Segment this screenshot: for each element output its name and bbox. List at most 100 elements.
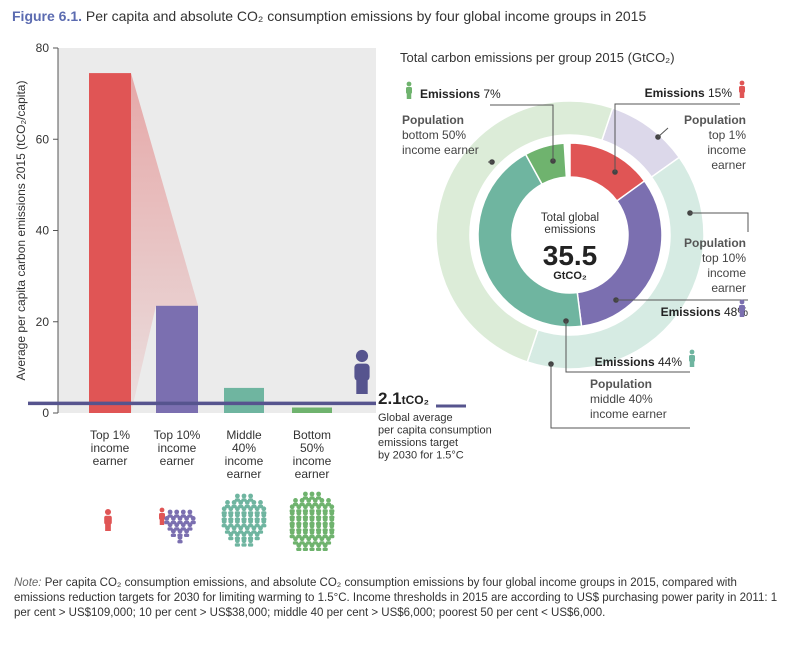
category-label-line: earner — [160, 454, 195, 468]
middle40-crowd-icon-person — [254, 512, 260, 518]
middle40-crowd-icon-person — [228, 524, 234, 528]
bottom50-crowd-icon-person — [312, 536, 318, 542]
emissions-person-icon-top1-body — [739, 86, 745, 93]
bottom50-crowd-icon-person — [316, 504, 321, 510]
top10-crowd-icon-person — [180, 527, 186, 531]
middle40-crowd-icon-person — [244, 530, 250, 534]
category-label-line: earner — [295, 467, 330, 481]
top10-crowd-icon-person — [187, 527, 193, 531]
emissions-person-icon-bottom50-legs — [406, 93, 412, 99]
bottom50-crowd-icon-person — [303, 530, 308, 535]
callout-line-population-middle40 — [550, 364, 690, 429]
bottom50-crowd-icon-person — [312, 502, 318, 507]
category-label-line: earner — [227, 467, 262, 481]
middle40-crowd-icon-person — [231, 530, 237, 534]
bottom50-crowd-icon-person — [326, 498, 331, 503]
bottom50-crowd-icon-person — [292, 541, 299, 545]
bottom50-crowd-icon-person — [319, 536, 325, 542]
middle40-crowd-icon-person — [248, 512, 254, 518]
bottom50-crowd-icon-person — [302, 534, 308, 539]
top10-crowd-icon-person — [184, 528, 190, 534]
middle40-crowd-icon-person — [228, 532, 234, 537]
middle40-crowd-icon-person — [251, 504, 257, 509]
middle40-crowd-icon-person — [244, 525, 250, 531]
middle40-crowd-icon-person — [228, 506, 234, 512]
category-label-line: income — [293, 454, 332, 468]
bottom50-crowd-icon-person — [329, 504, 335, 510]
category-label-line: 50% — [300, 441, 324, 455]
top10-crowd-icon-person — [174, 522, 180, 528]
bottom50-crowd-icon-person — [329, 530, 335, 535]
middle40-crowd-icon-person — [254, 519, 260, 524]
figure-title-text: Per capita and absolute CO₂ consumption … — [85, 8, 647, 24]
emissions-person-icon-top1 — [739, 80, 745, 98]
middle40-crowd-icon-person — [234, 543, 240, 547]
population-label-top1: top 1% — [709, 128, 747, 142]
top10-crowd-icon-person — [180, 522, 186, 528]
middle40-crowd-icon-person — [228, 519, 234, 524]
middle40-crowd-icon-person — [225, 500, 230, 505]
callout-line-emissions-bottom50 — [490, 104, 554, 161]
bottom50-crowd-icon-person — [299, 536, 305, 542]
top10-crowd-icon-person — [167, 509, 173, 515]
bottom50-crowd-icon-person — [296, 547, 302, 551]
middle40-crowd-icon-person — [248, 538, 254, 544]
callout-line-population-top1 — [657, 127, 669, 138]
bottom50-crowd-icon-person — [322, 534, 328, 539]
emissions-label-top1: Emissions 15% — [645, 86, 733, 100]
donut-center-label: emissions — [544, 224, 595, 236]
top10-crowd-icon-person — [174, 514, 180, 518]
bar-wedge-highlight — [131, 73, 198, 413]
bottom50-crowd-icon-person — [296, 530, 302, 535]
emissions-person-icon-top10-body — [739, 305, 745, 312]
bottom50-crowd-icon-person — [309, 517, 315, 522]
middle40-crowd-icon-person — [238, 525, 244, 531]
top10-crowd-icon-person — [187, 509, 193, 515]
top10-crowd-icon-person — [174, 527, 180, 531]
target-person-icon — [354, 349, 370, 394]
bottom50-crowd-icon-person — [329, 523, 335, 529]
bottom50-crowd-icon-person — [329, 510, 335, 516]
top10-crowd-icon-person — [167, 527, 173, 531]
middle40-crowd-icon-person — [258, 525, 263, 531]
emissions-value-middle40: 44% — [658, 355, 682, 369]
bottom50-crowd-icon-person — [329, 534, 335, 539]
top1-person-icon-head — [104, 508, 112, 516]
top10-person-icon — [159, 507, 165, 525]
middle40-crowd-icon-person — [248, 543, 254, 547]
bottom50-crowd-icon-person — [309, 510, 315, 516]
population-label-top1: earner — [711, 158, 746, 172]
bottom50-crowd-icon-person — [289, 517, 295, 522]
emissions-person-icon-bottom50-head — [406, 81, 412, 87]
figure-title: Figure 6.1. Per capita and absolute CO₂ … — [12, 8, 646, 24]
emissions-person-icon-middle40-legs — [689, 361, 695, 367]
bottom50-crowd-icon-person — [306, 502, 312, 507]
middle40-crowd-icon-person — [221, 524, 227, 528]
bottom50-crowd-icon-person — [299, 498, 305, 503]
bottom50-crowd-icon-person — [302, 496, 308, 500]
bottom50-crowd-icon-person — [316, 530, 321, 535]
top10-crowd-icon-person — [190, 516, 196, 521]
population-label-middle40: income earner — [590, 407, 667, 421]
middle40-crowd-icon-person — [235, 506, 240, 512]
donut-center-unit: GtCO₂ — [553, 270, 587, 282]
top1-person-icon-body — [104, 515, 112, 525]
note-label: Note: — [14, 577, 42, 589]
middle40-crowd-icon-person — [244, 500, 250, 505]
middle40-crowd-icon-person — [248, 524, 254, 528]
bottom50-crowd-icon-person — [316, 517, 321, 522]
bottom50-crowd-icon-person — [316, 510, 321, 516]
emissions-person-icon-middle40-head — [689, 349, 695, 355]
category-label-line: earner — [93, 454, 128, 468]
bottom50-crowd-icon-person — [312, 498, 318, 503]
emissions-value-top1: 15% — [708, 86, 732, 100]
population-label-top10: income — [707, 266, 746, 280]
middle40-crowd-icon-person — [251, 525, 257, 531]
target-person-icon-head — [355, 349, 369, 363]
y-tick-label: 40 — [36, 224, 50, 238]
y-axis-label: Average per capita carbon emissions 2015… — [14, 81, 28, 381]
middle40-crowd-icon-person — [235, 493, 240, 499]
target-caption-line: per capita consumption — [378, 425, 492, 437]
top10-crowd-icon — [164, 509, 196, 544]
emissions-person-icon-middle40-body — [689, 355, 695, 362]
